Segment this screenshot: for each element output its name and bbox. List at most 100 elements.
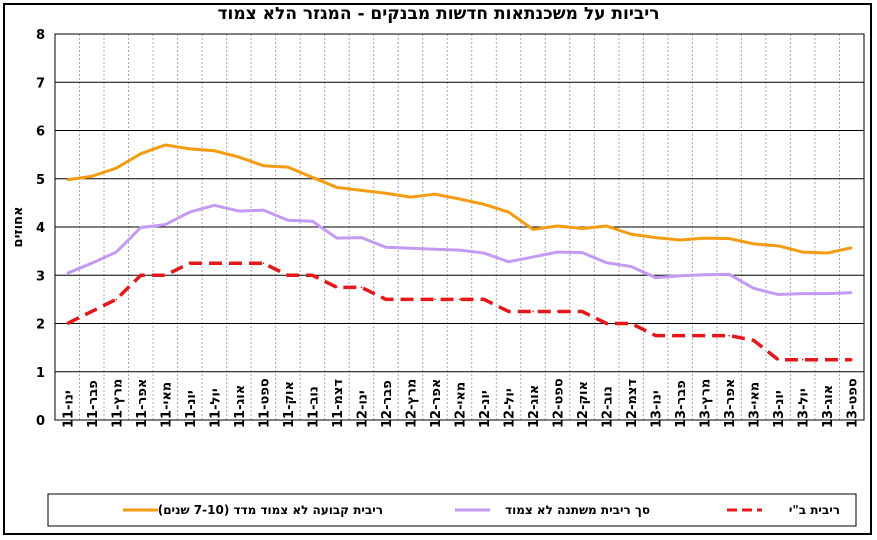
- data-point: [140, 226, 142, 229]
- data-point: [164, 223, 167, 226]
- x-tick-label: אוק-11: [282, 381, 297, 428]
- data-point: [385, 298, 387, 301]
- data-point: [360, 189, 363, 192]
- data-point: [458, 249, 461, 251]
- data-point: [850, 246, 853, 249]
- data-point: [556, 225, 559, 227]
- data-point: [703, 273, 706, 276]
- x-tick-label: ינו-12: [355, 390, 370, 428]
- data-point: [189, 262, 191, 264]
- x-tick-label: אוק-12: [576, 381, 591, 428]
- data-point: [115, 298, 118, 301]
- x-tick-label: מרץ-12: [404, 379, 419, 428]
- grid: [55, 33, 864, 421]
- y-tick-label: 3: [36, 269, 45, 284]
- data-point: [532, 256, 534, 258]
- data-point: [556, 310, 559, 313]
- data-point: [728, 273, 730, 276]
- x-tick-label: אפר-13: [723, 379, 738, 428]
- x-tick-label: נוב-12: [601, 386, 616, 428]
- x-tick-label: מאי-13: [748, 382, 763, 428]
- data-point: [262, 164, 265, 167]
- legend-box: [47, 493, 857, 527]
- y-tick-label: 6: [36, 125, 45, 140]
- data-point: [605, 261, 608, 264]
- data-point: [213, 204, 216, 207]
- data-point: [262, 209, 265, 211]
- data-point: [458, 198, 461, 200]
- data-point: [777, 245, 779, 247]
- data-point: [507, 310, 510, 313]
- y-tick-label: 8: [36, 28, 45, 43]
- data-point: [287, 166, 289, 168]
- data-point: [777, 293, 779, 296]
- data-point: [630, 265, 632, 268]
- data-point: [409, 247, 412, 250]
- y-axis-label: אחוזים: [11, 207, 26, 248]
- x-tick-label: דצמ-11: [331, 379, 346, 428]
- data-point: [164, 274, 167, 277]
- data-point: [679, 274, 681, 277]
- legend-label-0: ריבית קבועה לא צמוד מדד (7-10 שנים): [158, 503, 383, 517]
- data-point: [66, 272, 69, 275]
- x-tick-label: ינו-11: [61, 390, 76, 428]
- data-point: [385, 192, 387, 195]
- x-tick-label: ספט-13: [846, 378, 861, 428]
- data-point: [826, 292, 829, 295]
- x-tick-label: פבר-13: [674, 380, 689, 428]
- x-tick-label: יונ-11: [184, 390, 199, 428]
- data-point: [90, 262, 93, 264]
- data-point: [336, 186, 338, 189]
- data-point: [654, 334, 657, 337]
- data-point: [287, 219, 289, 222]
- data-point: [336, 237, 338, 239]
- data-point: [556, 251, 559, 253]
- data-point: [213, 149, 216, 152]
- chart-frame: [3, 3, 872, 535]
- x-tick-label: דצמ-12: [625, 379, 640, 428]
- data-point: [826, 252, 829, 254]
- x-tick-label: אפר-12: [429, 379, 444, 428]
- data-point: [581, 310, 583, 313]
- y-tick-label: 2: [36, 318, 45, 333]
- x-tick-label: מאי-12: [454, 382, 469, 428]
- data-point: [507, 211, 510, 213]
- data-point: [507, 260, 510, 263]
- legend-label-1: סך ריבית משתנה לא צמוד: [505, 503, 650, 517]
- x-tick-label: יונ-12: [478, 390, 493, 428]
- x-tick-label: יול-11: [208, 388, 223, 428]
- data-point: [115, 167, 118, 169]
- y-axis-ticks: 0 1 2 3 4 5 6 7 8: [36, 28, 45, 429]
- data-point: [483, 203, 485, 206]
- series-lines: [66, 143, 853, 362]
- data-point: [360, 286, 363, 289]
- data-point: [752, 287, 755, 290]
- data-point: [311, 274, 314, 277]
- x-tick-label: ינו-13: [650, 390, 665, 428]
- data-point: [532, 310, 534, 313]
- data-point: [434, 298, 436, 301]
- data-point: [728, 237, 730, 240]
- legend: ריבית קבועה לא צמוד מדד (7-10 שנים) סך רי…: [123, 503, 840, 517]
- data-point: [703, 334, 706, 337]
- data-point: [90, 310, 93, 313]
- chart-title: ריביות על משכנתאות חדשות מבנקים - המגזר …: [217, 4, 660, 24]
- data-point: [801, 292, 804, 295]
- data-point: [115, 251, 118, 253]
- x-tick-label: פבר-12: [380, 380, 395, 428]
- data-point: [140, 274, 142, 277]
- data-point: [238, 210, 240, 212]
- x-tick-label: פבר-11: [86, 380, 101, 428]
- plot-area-border: [54, 33, 865, 421]
- y-tick-label: 1: [36, 366, 45, 381]
- data-point: [434, 193, 436, 195]
- data-point: [752, 339, 755, 342]
- data-point: [654, 276, 657, 279]
- data-point: [532, 228, 534, 231]
- data-point: [360, 236, 363, 239]
- series-line-2: [66, 261, 852, 362]
- x-tick-label: אפר-11: [135, 379, 150, 428]
- x-tick-label: מרץ-13: [699, 379, 714, 428]
- data-point: [679, 239, 681, 241]
- data-point: [581, 251, 583, 254]
